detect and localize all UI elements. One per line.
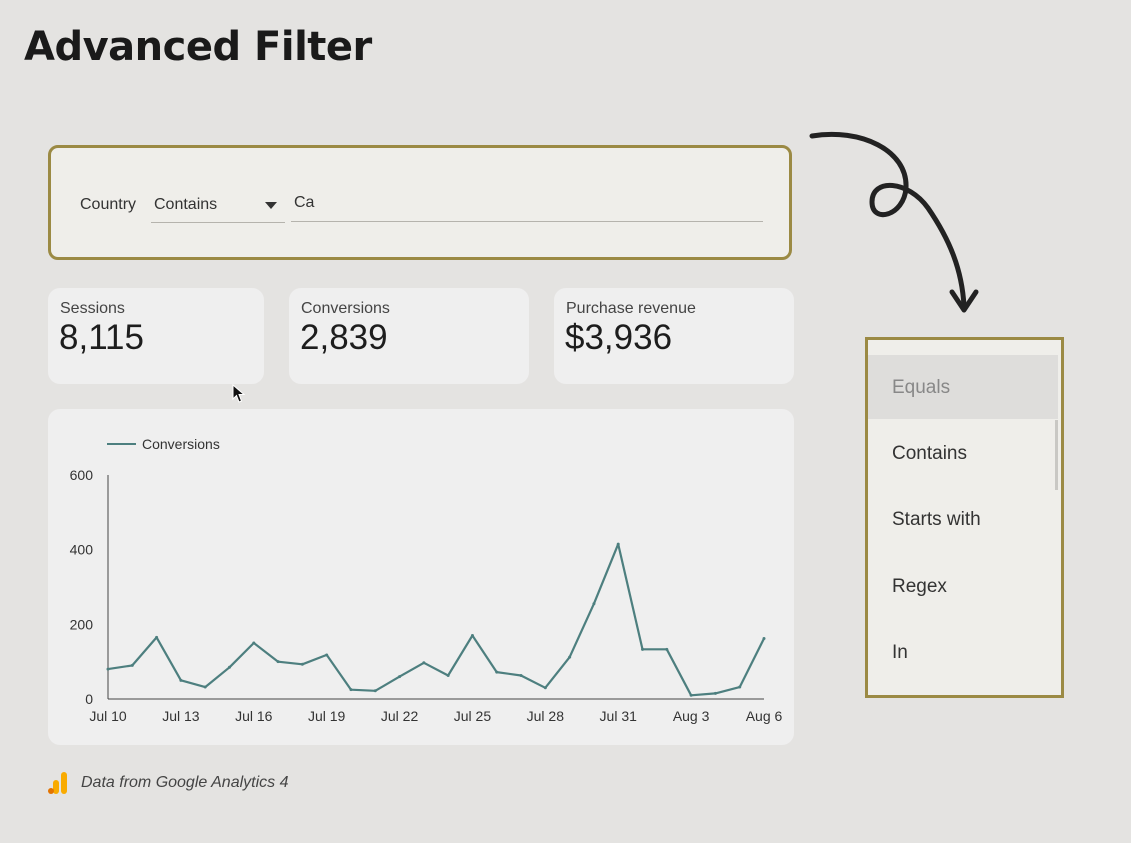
data-point: [325, 653, 329, 657]
data-point: [349, 688, 353, 692]
data-point: [398, 675, 402, 679]
y-axis: 0 200 400 600: [70, 467, 109, 707]
kpi-value: $3,936: [565, 318, 673, 357]
filter-field-label: Country: [80, 196, 137, 213]
menu-item-label: In: [892, 642, 908, 663]
y-tick-label: 200: [70, 616, 94, 632]
chevron-down-icon: [265, 202, 277, 209]
data-point: [592, 602, 596, 606]
google-analytics-icon: [48, 772, 67, 794]
data-point: [616, 542, 620, 546]
data-point: [762, 637, 766, 641]
kpi-card-conversions: Conversions 2,839: [289, 288, 529, 384]
menu-item-contains[interactable]: Contains: [868, 421, 1058, 485]
x-tick-label: Jul 10: [89, 708, 127, 724]
ga-bar-mid: [53, 780, 59, 794]
menu-item-label: Starts with: [892, 509, 981, 530]
data-point: [155, 635, 159, 639]
menu-item-label: Contains: [892, 443, 967, 464]
x-axis: Jul 10 Jul 13 Jul 16 Jul 19 Jul 22 Jul 25 Jul …: [89, 698, 783, 724]
menu-item-starts-with[interactable]: Starts with: [868, 487, 1058, 551]
kpi-card-purchase-revenue: Purchase revenue $3,936: [554, 288, 794, 384]
data-point: [179, 678, 183, 682]
filter-value-input[interactable]: [291, 184, 763, 222]
data-point: [203, 685, 207, 689]
page-title: Advanced Filter: [24, 24, 372, 70]
series-conversions: [106, 542, 766, 697]
data-point: [641, 647, 645, 651]
kpi-label: Sessions: [60, 300, 125, 317]
data-point: [300, 662, 304, 666]
data-point: [130, 663, 134, 667]
menu-item-label: Equals: [892, 377, 951, 398]
mouse-pointer-icon: [232, 384, 246, 403]
y-tick-label: 0: [85, 691, 93, 707]
y-tick-label: 600: [70, 467, 94, 483]
x-tick-label: Jul 19: [308, 708, 346, 724]
data-point: [373, 689, 377, 693]
data-point: [422, 661, 426, 665]
data-point: [446, 673, 450, 677]
advanced-filter-control: Country Contains: [48, 145, 792, 260]
menu-scrollbar[interactable]: [1055, 420, 1058, 490]
x-tick-label: Jul 22: [381, 708, 419, 724]
data-point: [519, 673, 523, 677]
filter-operator-value: Contains: [154, 196, 218, 213]
ga-bar-tall: [61, 772, 67, 794]
data-point: [470, 634, 474, 638]
data-point: [665, 647, 669, 651]
x-tick-label: Jul 31: [600, 708, 638, 724]
kpi-card-sessions: Sessions 8,115: [48, 288, 264, 384]
conversions-chart: Conversions 0 200 400 600 Jul 10 Jul 13 Jul 1…: [48, 409, 794, 745]
menu-item-in[interactable]: In: [868, 620, 1058, 684]
filter-operator-dropdown[interactable]: Contains: [151, 184, 285, 223]
data-point: [738, 685, 742, 689]
kpi-label: Conversions: [301, 300, 390, 317]
data-point: [252, 641, 256, 645]
data-point: [106, 667, 110, 671]
data-point: [568, 655, 572, 659]
y-tick-label: 400: [70, 542, 94, 558]
menu-item-label: Regex: [892, 576, 947, 597]
data-point: [689, 693, 693, 697]
x-tick-label: Aug 3: [673, 708, 710, 724]
x-tick-label: Aug 6: [746, 708, 783, 724]
x-tick-label: Jul 25: [454, 708, 492, 724]
menu-item-regex[interactable]: Regex: [868, 554, 1058, 618]
data-point: [495, 670, 499, 674]
kpi-value: 8,115: [59, 318, 144, 357]
legend-label: Conversions: [142, 436, 220, 452]
x-tick-label: Jul 16: [235, 708, 273, 724]
chart-legend: Conversions: [107, 436, 220, 452]
data-point: [227, 665, 231, 669]
data-source-text: Data from Google Analytics 4: [81, 774, 289, 791]
operator-options-menu: Equals Contains Starts with Regex In: [865, 337, 1064, 698]
series-line: [107, 543, 765, 697]
kpi-label: Purchase revenue: [566, 300, 696, 317]
x-tick-label: Jul 28: [527, 708, 565, 724]
data-point: [276, 660, 280, 664]
curly-arrow-icon: [809, 131, 979, 313]
data-point: [543, 686, 547, 690]
menu-item-equals[interactable]: Equals: [868, 355, 1058, 419]
data-point: [713, 691, 717, 695]
x-tick-label: Jul 13: [162, 708, 200, 724]
kpi-value: 2,839: [300, 318, 388, 357]
ga-dot: [48, 788, 54, 794]
